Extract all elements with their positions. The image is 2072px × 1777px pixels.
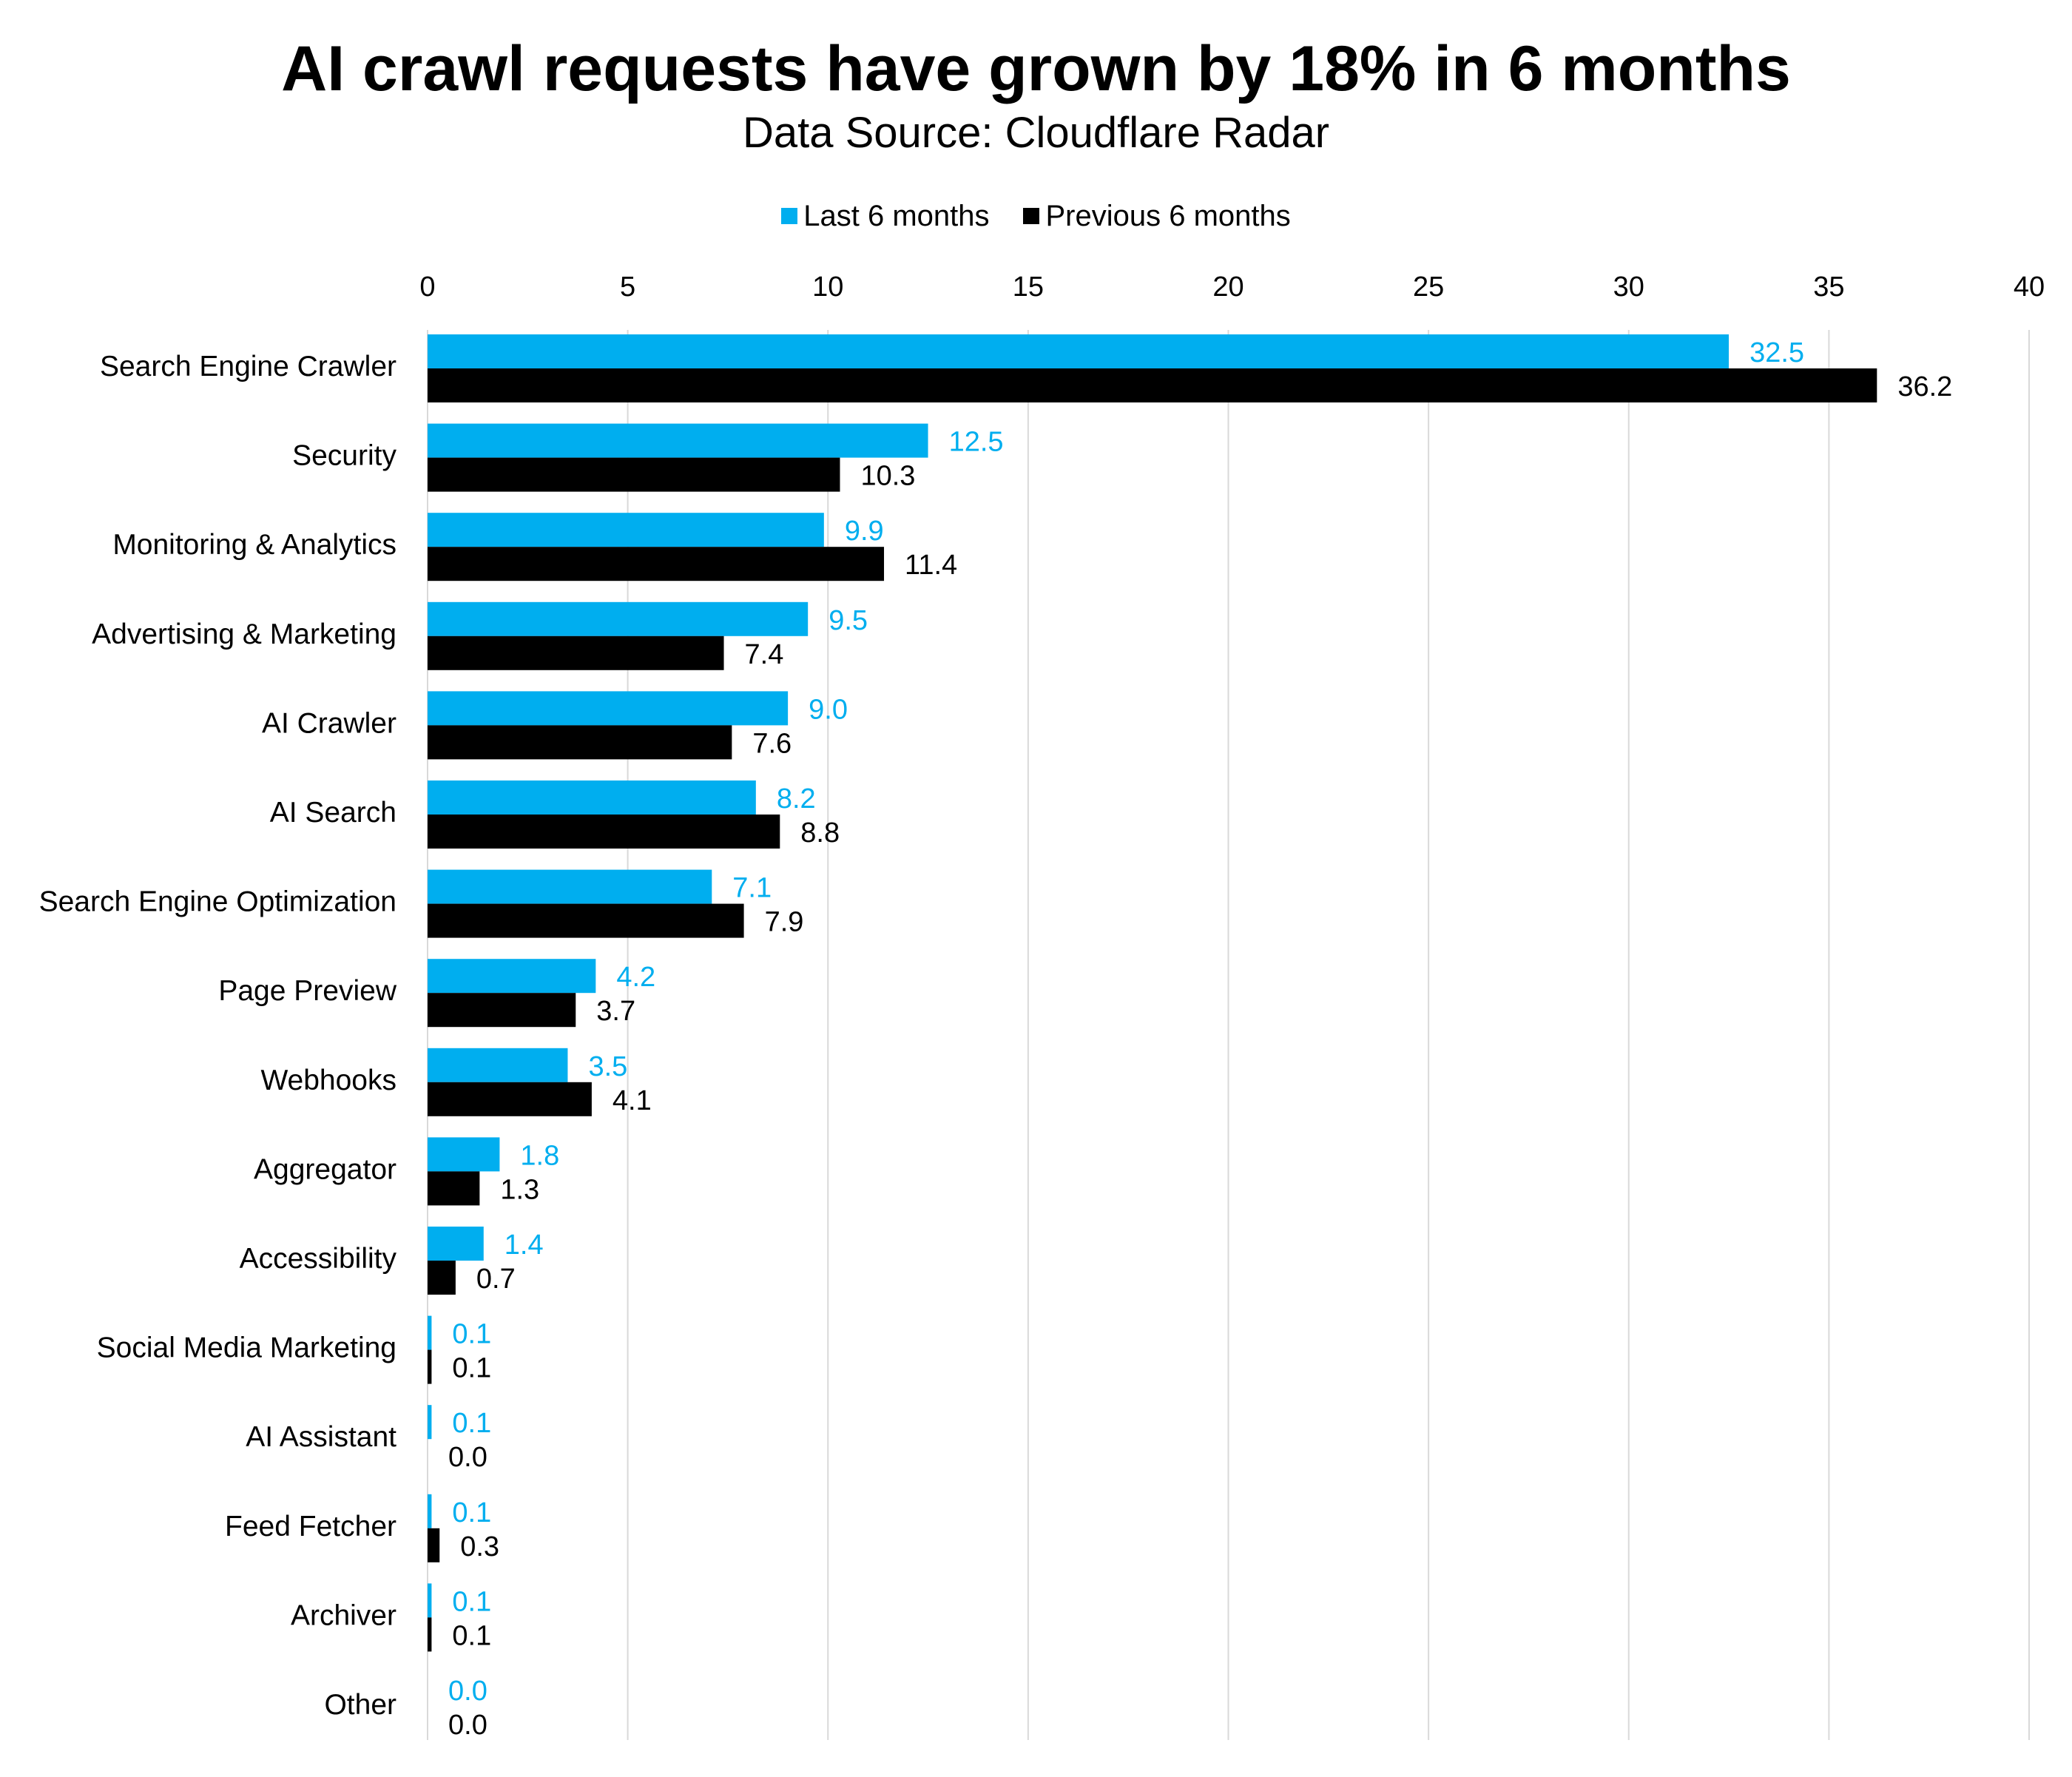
data-label-last-6-months-accessibility: 1.4 [504,1230,544,1261]
data-label-previous-6-months-feed-fetcher: 0.3 [460,1531,499,1562]
data-label-last-6-months-ai-crawler: 9.0 [809,694,848,725]
category-label-ai-assistant: AI Assistant [246,1421,396,1453]
bar-last-6-months-feed-fetcher [428,1494,432,1528]
data-label-last-6-months-page-preview: 4.2 [616,962,655,993]
bar-previous-6-months-security [428,457,840,492]
category-label-ai-search: AI Search [270,797,396,829]
data-label-previous-6-months-security: 10.3 [860,461,915,492]
data-label-previous-6-months-ai-crawler: 7.6 [752,728,792,759]
data-label-last-6-months-webhooks: 3.5 [588,1051,627,1082]
x-tick-label-10: 10 [812,272,843,303]
data-label-previous-6-months-aggregator: 1.3 [500,1174,539,1205]
x-tick-label-40: 40 [2014,272,2045,303]
data-label-previous-6-months-other: 0.0 [448,1710,487,1741]
bar-last-6-months-ai-search [428,780,756,815]
bar-previous-6-months-ai-search [428,815,780,849]
bar-previous-6-months-webhooks [428,1082,592,1116]
bar-previous-6-months-accessibility [428,1261,456,1295]
legend-label-last-6-months: Last 6 months [803,200,990,232]
data-label-last-6-months-monitoring-and-analytics: 9.9 [845,516,884,547]
bar-previous-6-months-search-engine-optimization [428,903,744,938]
legend-item-last-6-months: Last 6 months [781,194,989,238]
legend-item-previous-6-months: Previous 6 months [1023,194,1291,238]
category-label-accessibility: Accessibility [240,1243,397,1275]
chart-title: AI crawl requests have grown by 18% in 6… [281,33,1791,104]
x-tick-label-25: 25 [1413,272,1444,303]
legend-swatch-previous-6-months [1023,208,1040,224]
x-tick-label-0: 0 [419,272,435,303]
category-label-advertising-and-marketing: Advertising & Marketing [92,618,396,650]
bar-last-6-months-archiver [428,1583,432,1618]
bar-last-6-months-advertising-and-marketing [428,601,809,636]
bar-previous-6-months-advertising-and-marketing [428,635,724,670]
bar-last-6-months-search-engine-crawler [428,334,1730,368]
bar-last-6-months-ai-assistant [428,1405,432,1440]
data-label-previous-6-months-page-preview: 3.7 [596,996,635,1027]
category-label-ai-crawler: AI Crawler [262,707,396,739]
data-label-last-6-months-ai-search: 8.2 [777,783,816,815]
data-label-previous-6-months-accessibility: 0.7 [476,1264,516,1295]
legend: Last 6 months Previous 6 months [0,194,2072,238]
category-label-page-preview: Page Preview [218,975,396,1007]
bar-last-6-months-social-media-marketing [428,1315,432,1350]
data-label-last-6-months-feed-fetcher: 0.1 [452,1497,491,1528]
x-tick-label-5: 5 [620,272,635,303]
bar-previous-6-months-archiver [428,1617,432,1652]
category-label-social-media-marketing: Social Media Marketing [97,1332,396,1364]
data-label-last-6-months-advertising-and-marketing: 9.5 [829,605,868,636]
category-label-aggregator: Aggregator [254,1153,396,1185]
data-label-last-6-months-aggregator: 1.8 [520,1140,559,1171]
x-tick-label-15: 15 [1013,272,1044,303]
data-label-previous-6-months-archiver: 0.1 [452,1620,491,1651]
data-label-last-6-months-security: 12.5 [949,427,1004,458]
category-label-search-engine-crawler: Search Engine Crawler [100,351,396,382]
bar-last-6-months-accessibility [428,1227,484,1261]
bar-last-6-months-page-preview [428,959,596,994]
bar-last-6-months-webhooks [428,1048,568,1082]
category-label-archiver: Archiver [291,1599,396,1631]
bar-last-6-months-search-engine-optimization [428,869,712,904]
data-label-last-6-months-archiver: 0.1 [452,1586,491,1617]
x-tick-label-20: 20 [1212,272,1243,303]
bar-previous-6-months-monitoring-and-analytics [428,547,885,581]
data-label-previous-6-months-search-engine-crawler: 36.2 [1897,371,1952,402]
category-label-webhooks: Webhooks [260,1065,396,1096]
data-label-previous-6-months-advertising-and-marketing: 7.4 [745,639,784,670]
data-label-last-6-months-social-media-marketing: 0.1 [452,1319,491,1350]
legend-label-previous-6-months: Previous 6 months [1045,200,1291,232]
bar-previous-6-months-ai-crawler [428,725,732,760]
data-label-last-6-months-search-engine-crawler: 32.5 [1749,337,1804,368]
legend-swatch-last-6-months [781,208,798,224]
category-label-security: Security [292,440,396,472]
bar-previous-6-months-feed-fetcher [428,1528,440,1562]
data-label-last-6-months-other: 0.0 [448,1676,487,1707]
x-tick-label-35: 35 [1813,272,1844,303]
data-label-last-6-months-ai-assistant: 0.1 [452,1408,491,1439]
data-label-previous-6-months-search-engine-optimization: 7.9 [765,907,804,938]
bar-previous-6-months-page-preview [428,993,576,1028]
data-label-last-6-months-search-engine-optimization: 7.1 [732,873,772,904]
bar-previous-6-months-aggregator [428,1171,480,1206]
chart-subtitle: Data Source: Cloudflare Radar [742,109,1330,157]
category-label-monitoring-and-analytics: Monitoring & Analytics [112,529,396,561]
data-label-previous-6-months-social-media-marketing: 0.1 [452,1353,491,1384]
data-label-previous-6-months-ai-assistant: 0.0 [448,1442,487,1473]
bar-last-6-months-monitoring-and-analytics [428,513,824,547]
bar-previous-6-months-social-media-marketing [428,1349,432,1384]
data-label-previous-6-months-monitoring-and-analytics: 11.4 [905,550,957,581]
x-tick-label-30: 30 [1613,272,1644,303]
bar-previous-6-months-search-engine-crawler [428,368,1877,402]
bar-last-6-months-aggregator [428,1137,500,1172]
bar-last-6-months-security [428,423,928,458]
category-label-search-engine-optimization: Search Engine Optimization [39,886,396,918]
data-label-previous-6-months-ai-search: 8.8 [800,817,840,849]
data-label-previous-6-months-webhooks: 4.1 [613,1085,652,1116]
category-label-other: Other [324,1689,396,1721]
category-label-feed-fetcher: Feed Fetcher [225,1511,396,1542]
bar-last-6-months-ai-crawler [428,691,789,726]
